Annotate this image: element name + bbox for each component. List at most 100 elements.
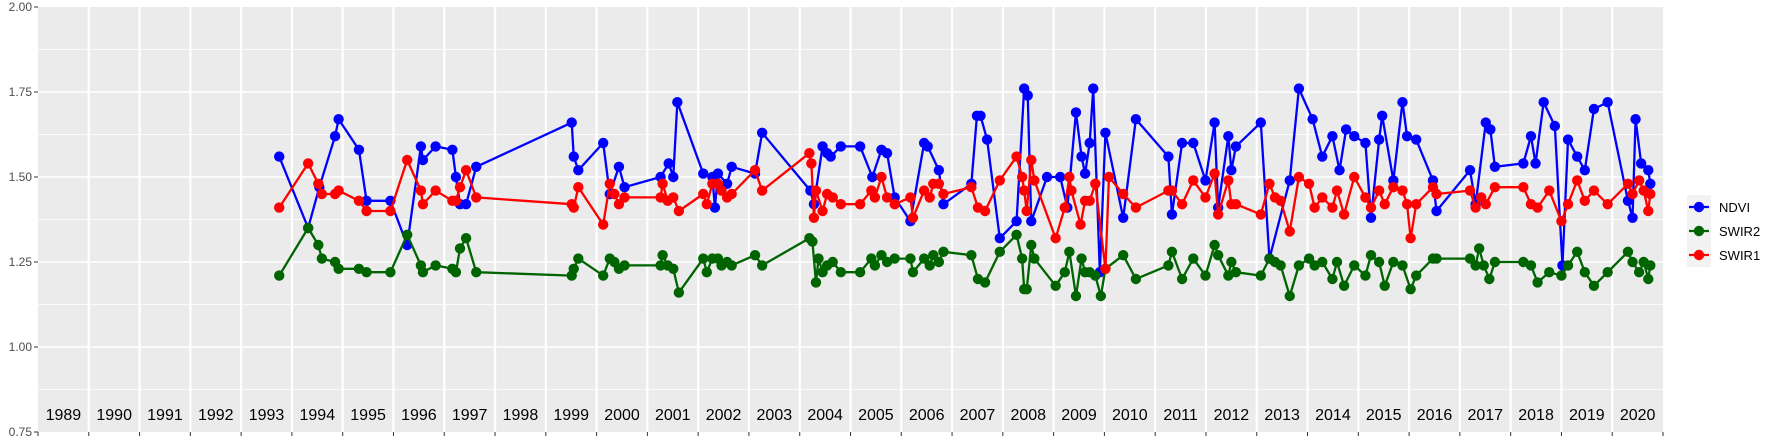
data-point-swir2 bbox=[1176, 273, 1188, 285]
data-point-ndvi bbox=[450, 171, 462, 183]
data-point-ndvi bbox=[825, 151, 836, 162]
data-point-ndvi bbox=[460, 199, 472, 210]
data-point-ndvi bbox=[1088, 83, 1099, 94]
data-point-swir1 bbox=[609, 188, 620, 200]
data-point-swir2 bbox=[302, 222, 314, 234]
data-point-ndvi bbox=[1397, 97, 1408, 108]
data-point-swir1 bbox=[1338, 209, 1350, 220]
data-point-swir2 bbox=[1212, 250, 1224, 261]
data-point-swir1 bbox=[1212, 209, 1224, 220]
data-point-swir2 bbox=[1544, 267, 1555, 278]
data-point-swir2 bbox=[1226, 256, 1237, 268]
data-point-swir1 bbox=[749, 165, 761, 176]
year-label: 2003 bbox=[757, 407, 793, 424]
data-point-ndvi bbox=[471, 161, 482, 172]
data-point-swir1 bbox=[302, 158, 314, 169]
data-point-ndvi bbox=[1041, 171, 1053, 183]
data-point-ndvi bbox=[1100, 127, 1111, 138]
data-point-swir1 bbox=[1588, 185, 1600, 196]
data-point-swir2 bbox=[1645, 260, 1656, 271]
data-point-ndvi bbox=[1230, 141, 1242, 152]
data-point-swir2 bbox=[1579, 267, 1590, 278]
data-point-swir2 bbox=[1090, 270, 1101, 281]
data-point-swir1 bbox=[1379, 199, 1390, 210]
data-point-swir1 bbox=[966, 182, 977, 193]
data-point-swir1 bbox=[1223, 175, 1234, 186]
data-point-swir1 bbox=[450, 195, 462, 206]
data-point-swir1 bbox=[1397, 185, 1408, 196]
data-point-swir2 bbox=[316, 253, 328, 264]
legend-key-point bbox=[1693, 201, 1705, 213]
data-point-swir1 bbox=[1284, 226, 1295, 237]
data-point-ndvi bbox=[1571, 151, 1583, 162]
data-point-swir2 bbox=[1489, 256, 1501, 268]
year-label: 2002 bbox=[706, 407, 742, 424]
data-point-swir1 bbox=[668, 192, 679, 203]
data-point-swir2 bbox=[1365, 250, 1377, 261]
legend-label: SWIR2 bbox=[1719, 224, 1760, 239]
data-point-ndvi bbox=[933, 165, 945, 176]
data-point-swir1 bbox=[1117, 188, 1129, 200]
data-point-ndvi bbox=[1627, 212, 1638, 223]
data-point-ndvi bbox=[1070, 107, 1082, 118]
data-point-swir2 bbox=[1525, 260, 1537, 271]
gridlines bbox=[38, 7, 1663, 432]
data-point-swir2 bbox=[417, 267, 429, 278]
data-point-ndvi bbox=[430, 141, 441, 152]
data-point-swir1 bbox=[1021, 205, 1032, 217]
data-point-ndvi bbox=[709, 202, 721, 213]
data-point-swir1 bbox=[905, 192, 916, 203]
data-point-swir2 bbox=[1405, 284, 1416, 295]
data-point-swir2 bbox=[1411, 270, 1422, 281]
data-point-swir2 bbox=[1627, 256, 1638, 268]
year-label: 2018 bbox=[1518, 407, 1554, 424]
data-point-swir1 bbox=[604, 178, 615, 189]
data-point-swir1 bbox=[1103, 171, 1115, 183]
data-point-swir1 bbox=[401, 154, 413, 166]
data-point-ndvi bbox=[1055, 171, 1066, 183]
data-point-swir1 bbox=[1018, 185, 1030, 196]
data-point-swir1 bbox=[1349, 171, 1360, 183]
data-point-swir2 bbox=[1602, 267, 1613, 278]
year-label: 2009 bbox=[1061, 407, 1097, 424]
data-point-swir1 bbox=[1480, 199, 1491, 210]
data-point-swir1 bbox=[1264, 178, 1275, 189]
data-point-ndvi bbox=[333, 114, 344, 125]
data-point-swir1 bbox=[1016, 171, 1028, 183]
data-point-ndvi bbox=[353, 144, 365, 155]
year-label: 1989 bbox=[46, 407, 82, 424]
data-point-swir1 bbox=[1365, 202, 1377, 213]
data-point-swir1 bbox=[827, 192, 838, 203]
data-point-swir2 bbox=[1473, 243, 1485, 254]
data-point-swir2 bbox=[889, 253, 900, 264]
year-label: 2017 bbox=[1467, 407, 1503, 424]
data-point-swir2 bbox=[1484, 273, 1495, 285]
data-point-swir2 bbox=[966, 250, 977, 261]
data-point-swir1 bbox=[430, 185, 441, 196]
year-label: 2007 bbox=[960, 407, 996, 424]
data-point-ndvi bbox=[1525, 131, 1537, 142]
data-point-ndvi bbox=[1130, 114, 1142, 125]
data-point-ndvi bbox=[1076, 151, 1087, 162]
data-point-swir2 bbox=[869, 260, 881, 271]
data-point-ndvi bbox=[361, 195, 372, 206]
data-point-swir2 bbox=[655, 260, 666, 271]
data-point-swir1 bbox=[726, 188, 737, 200]
data-point-swir2 bbox=[698, 253, 709, 264]
data-point-swir1 bbox=[907, 212, 919, 223]
year-label: 2000 bbox=[604, 407, 640, 424]
data-point-swir2 bbox=[1360, 270, 1371, 281]
data-point-swir1 bbox=[1544, 185, 1555, 196]
data-point-swir2 bbox=[454, 243, 466, 254]
data-point-ndvi bbox=[1549, 120, 1561, 132]
data-point-swir1 bbox=[1050, 233, 1061, 244]
data-point-swir1 bbox=[1622, 178, 1634, 189]
year-label: 2013 bbox=[1264, 407, 1300, 424]
data-point-swir2 bbox=[1230, 267, 1242, 278]
data-point-swir1 bbox=[657, 178, 668, 189]
data-point-swir2 bbox=[1643, 273, 1654, 285]
data-point-ndvi bbox=[573, 165, 584, 176]
data-point-swir1 bbox=[1405, 233, 1416, 244]
data-point-swir1 bbox=[701, 199, 712, 210]
